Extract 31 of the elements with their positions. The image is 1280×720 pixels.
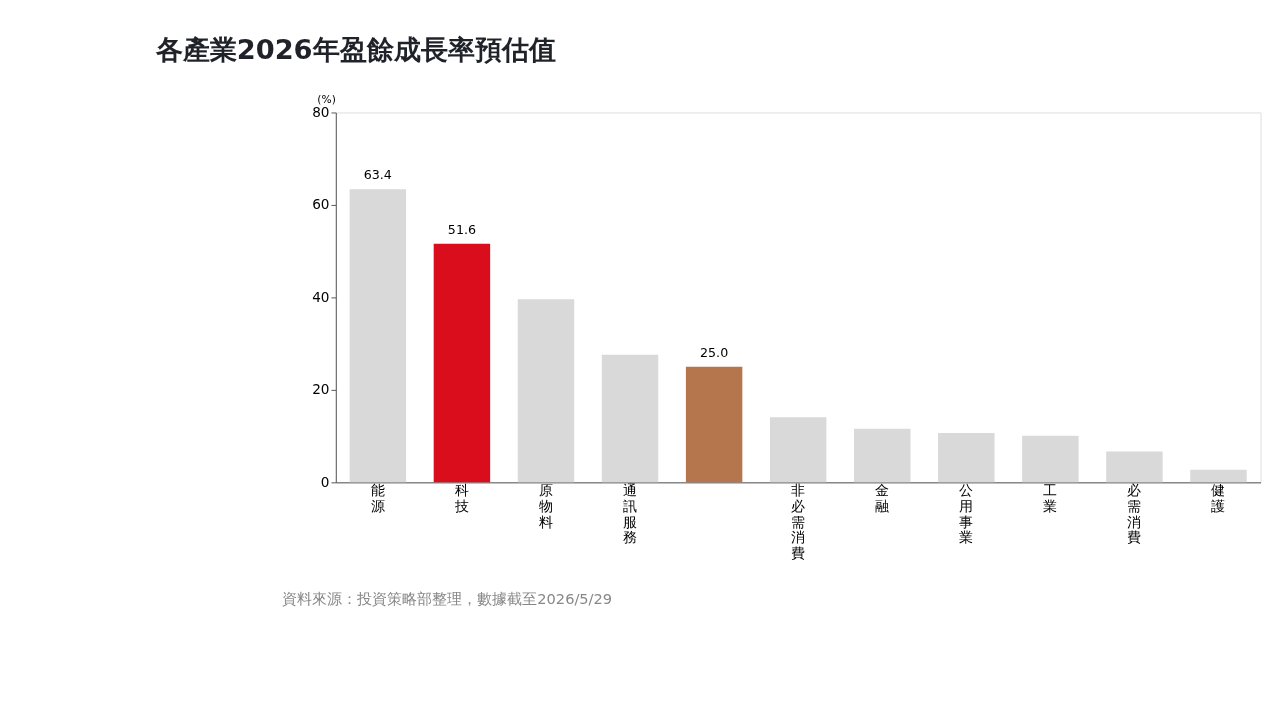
y-axis-title: (%) [317, 93, 336, 107]
x-tick-label: 金融 [875, 482, 890, 515]
x-tick-label: 能源 [370, 482, 385, 515]
x-tick-label: 原物料 [538, 482, 553, 530]
y-tick-label: 40 [312, 288, 330, 305]
data-label: 51.6 [447, 222, 476, 238]
y-tick-label: 20 [312, 381, 330, 398]
x-tick-label: 健護 [1211, 482, 1226, 515]
bar [938, 432, 995, 483]
bar [433, 243, 491, 483]
chart-title: 各產業2026年盈餘成長率預估值 [154, 33, 556, 65]
source-note: 資料來源：投資策略部整理，數據截至2026/5/29 [282, 590, 613, 608]
bar [1190, 469, 1247, 483]
x-tick-label: 公用事業 [959, 482, 974, 546]
x-tick-label: 必需消費 [1127, 482, 1142, 546]
y-tick-label: 60 [312, 196, 330, 213]
data-label: 25.0 [700, 345, 729, 361]
bar [854, 428, 911, 483]
bar [769, 417, 827, 483]
data-label: 63.4 [363, 167, 392, 183]
bar [1106, 451, 1163, 483]
x-tick-label: 非必需消費 [791, 482, 806, 561]
bar [1022, 435, 1079, 483]
bar [517, 299, 575, 483]
bar [685, 366, 743, 483]
x-tick-label: 通訊服務 [623, 482, 638, 546]
y-tick-label: 0 [320, 473, 330, 490]
bar [601, 354, 659, 483]
x-tick-label: 科技 [453, 482, 469, 515]
x-tick-label: 工業 [1043, 482, 1058, 515]
bar [349, 189, 407, 483]
